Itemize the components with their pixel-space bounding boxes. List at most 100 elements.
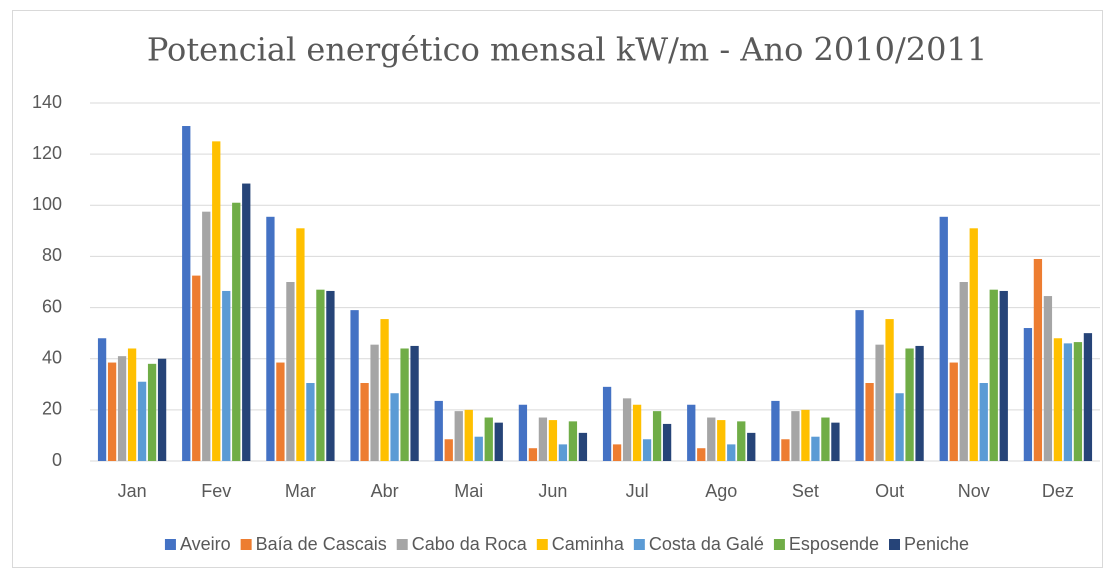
bar — [474, 436, 483, 461]
y-tick-label: 100 — [32, 194, 62, 214]
bar — [558, 444, 568, 461]
bar — [296, 228, 305, 461]
bar — [1023, 328, 1033, 461]
bar — [949, 362, 958, 461]
legend-label: Baía de Cascais — [256, 534, 387, 554]
bar — [895, 393, 904, 461]
bar — [969, 228, 978, 461]
bar — [875, 344, 884, 461]
bar — [494, 422, 503, 461]
bar — [612, 444, 622, 461]
bar — [831, 422, 840, 461]
bar — [821, 417, 830, 461]
bar — [727, 444, 736, 461]
legend-label: Cabo da Roca — [412, 534, 528, 554]
bar — [737, 421, 746, 461]
bar — [212, 141, 221, 461]
bar — [781, 439, 790, 461]
legend-swatch — [164, 539, 176, 550]
bar — [811, 436, 820, 461]
y-tick-label: 40 — [42, 347, 62, 367]
bar — [771, 400, 780, 461]
bar — [885, 319, 894, 461]
bar — [959, 282, 968, 461]
bar — [602, 386, 612, 461]
bar — [97, 338, 107, 461]
bar — [222, 290, 231, 461]
bar — [568, 421, 578, 461]
bar — [989, 289, 998, 461]
bar — [518, 404, 528, 461]
x-tick-label: Ago — [705, 481, 737, 501]
x-tick-label: Dez — [1042, 481, 1074, 501]
bar — [350, 310, 359, 461]
bar — [370, 344, 379, 461]
y-tick-label: 140 — [32, 92, 62, 112]
bar — [147, 363, 157, 461]
legend-label: Aveiro — [180, 534, 231, 554]
bar — [107, 362, 117, 461]
y-tick-label: 80 — [42, 245, 62, 265]
bar — [855, 310, 864, 461]
bar — [717, 420, 726, 461]
bar — [747, 432, 756, 461]
x-tick-label: Abr — [371, 481, 399, 501]
bar — [127, 348, 137, 461]
legend-label: Esposende — [789, 534, 879, 554]
x-tick-label: Fev — [201, 481, 231, 501]
chart-title: Potencial energético mensal kW/m - Ano 2… — [147, 31, 987, 69]
bar — [464, 409, 473, 461]
y-tick-label: 120 — [32, 143, 62, 163]
bar — [444, 439, 453, 461]
bar — [687, 404, 696, 461]
bar — [316, 289, 325, 461]
legend-swatch — [536, 539, 548, 550]
x-tick-label: Mai — [454, 481, 483, 501]
bar — [865, 383, 874, 461]
y-tick-label: 60 — [42, 296, 62, 316]
bar — [801, 409, 810, 461]
bar — [1053, 338, 1063, 461]
bar — [548, 420, 558, 461]
bar — [266, 216, 275, 461]
bar — [137, 381, 147, 461]
y-tick-label: 20 — [42, 399, 62, 419]
bar — [1043, 296, 1053, 461]
bar — [276, 362, 285, 461]
bar — [905, 348, 914, 461]
legend-label: Peniche — [904, 534, 969, 554]
legend-label: Caminha — [552, 534, 625, 554]
bar — [707, 417, 716, 461]
bar — [642, 439, 652, 461]
bar — [632, 404, 642, 461]
bar — [242, 183, 251, 462]
bar — [484, 417, 493, 461]
bar — [791, 411, 800, 461]
bar — [999, 290, 1008, 461]
bar — [1033, 258, 1043, 461]
legend-swatch — [633, 539, 645, 550]
bar — [286, 282, 295, 461]
bar — [578, 432, 588, 461]
bar — [1083, 333, 1093, 461]
bar — [390, 393, 399, 461]
bar — [117, 356, 127, 461]
bar — [380, 319, 389, 461]
bar — [182, 126, 191, 461]
x-tick-label: Jan — [118, 481, 147, 501]
bar — [360, 383, 369, 461]
x-tick-label: Jul — [626, 481, 649, 501]
bar — [202, 211, 211, 461]
bar — [400, 348, 409, 461]
bar — [410, 345, 419, 461]
bar — [306, 383, 315, 461]
bar — [915, 345, 924, 461]
legend-swatch — [889, 539, 900, 550]
x-tick-label: Jun — [538, 481, 567, 501]
x-tick-label: Mar — [285, 481, 316, 501]
legend-label: Costa da Galé — [649, 534, 764, 554]
bar — [434, 400, 443, 461]
bar — [326, 290, 335, 461]
bar — [1073, 342, 1083, 461]
bar — [538, 417, 548, 461]
